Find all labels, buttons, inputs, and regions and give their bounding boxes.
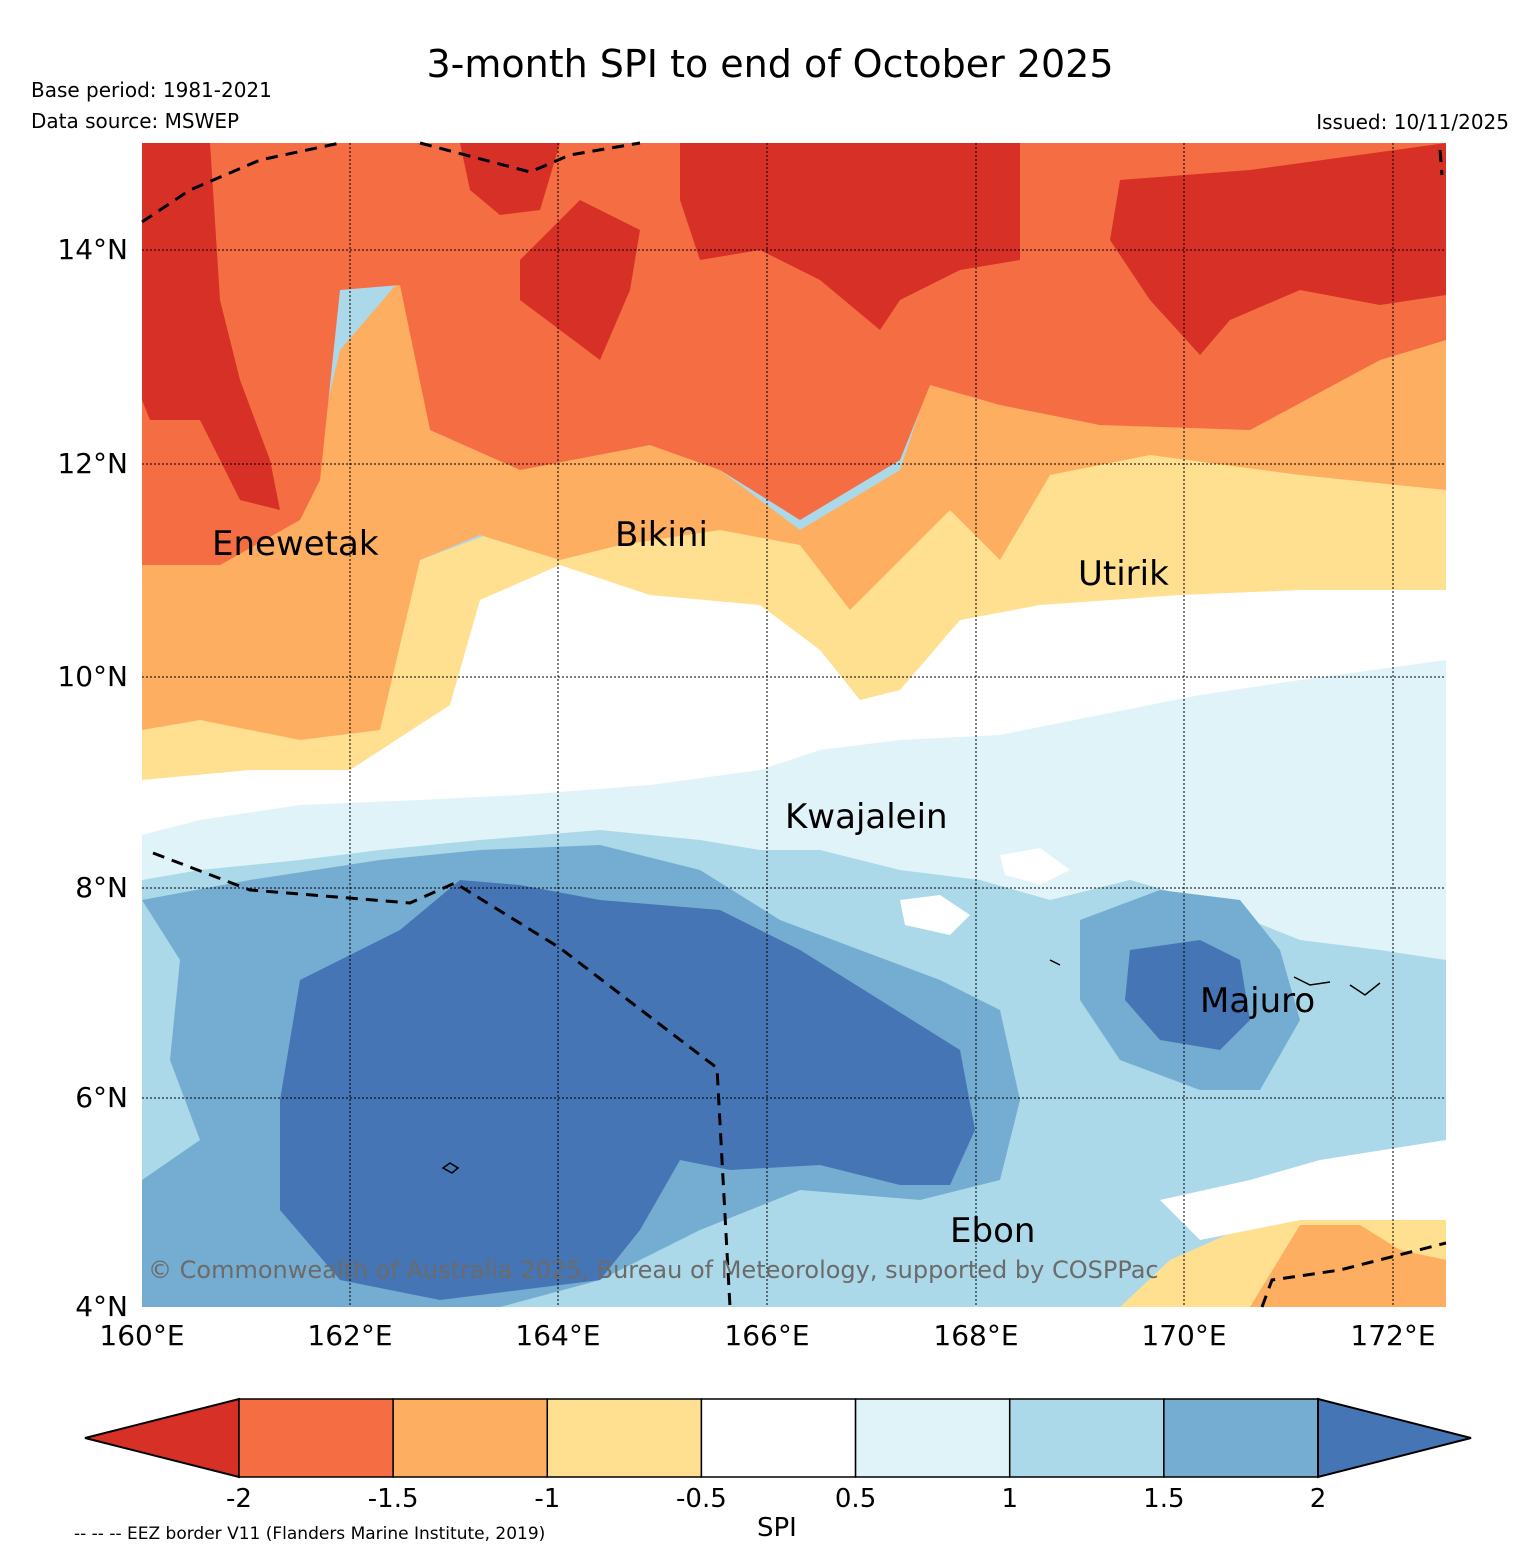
issued-date: Issued: 10/11/2025 xyxy=(1316,110,1509,134)
data-source: Data source: MSWEP xyxy=(31,109,240,133)
lat-tick-14: 14°N xyxy=(57,233,128,266)
base-period: Base period: 1981-2021 xyxy=(31,78,272,102)
colorbar-label: SPI xyxy=(757,1513,797,1543)
colorbar-tick: -1.5 xyxy=(368,1484,419,1514)
spi-extreme-east xyxy=(1110,143,1446,355)
colorbar-tick: -0.5 xyxy=(676,1484,727,1514)
spi-band-dry-mild xyxy=(142,450,1446,780)
lat-tick-4: 4°N xyxy=(75,1290,128,1323)
spi-normal-patch xyxy=(900,895,970,935)
spi-band-0.5-1 xyxy=(142,650,1446,960)
spi-band-normal xyxy=(142,560,1446,835)
colorbar-segments xyxy=(84,1397,1472,1479)
label-bikini: Bikini xyxy=(615,515,708,555)
spi-extreme-west xyxy=(142,143,280,510)
lon-tick-162: 162°E xyxy=(307,1319,392,1352)
lon-ticks: 160°E 162°E 164°E 166°E 168°E 170°E 172°… xyxy=(99,1319,1435,1352)
spi-normal-patch-2 xyxy=(1000,848,1070,885)
spi-se-dry-moderate xyxy=(1250,1225,1446,1307)
spi-band-dry-moderate xyxy=(142,280,1446,740)
lat-tick-10: 10°N xyxy=(57,660,128,693)
lon-tick-168: 168°E xyxy=(933,1319,1018,1352)
colorbar-segment xyxy=(1163,1398,1319,1478)
lat-tick-8: 8°N xyxy=(75,871,128,904)
label-ebon: Ebon xyxy=(950,1211,1035,1251)
graticule xyxy=(142,143,1446,1307)
spi-extreme-wet-majuro xyxy=(1125,940,1250,1050)
colorbar-tick: 1 xyxy=(1001,1484,1018,1514)
label-enewetak: Enewetak xyxy=(212,524,379,564)
lon-tick-170: 170°E xyxy=(1141,1319,1226,1352)
spi-normal-south xyxy=(1160,1140,1446,1240)
colorbar-tick: 1.5 xyxy=(1143,1484,1184,1514)
spi-map: Enewetak Bikini Utirik Kwajalein Majuro … xyxy=(57,141,1447,1352)
colorbar-tick: -2 xyxy=(226,1484,252,1514)
colorbar-ticks: -2 -1.5 -1 -0.5 0.5 1 1.5 2 xyxy=(226,1484,1326,1514)
colorbar-tick: 2 xyxy=(1310,1484,1327,1514)
lon-tick-160: 160°E xyxy=(99,1319,184,1352)
colorbar-segment xyxy=(1008,1398,1165,1478)
lon-tick-172: 172°E xyxy=(1350,1319,1435,1352)
spi-extreme-mid xyxy=(520,200,640,360)
page-title: 3-month SPI to end of October 2025 xyxy=(426,42,1114,86)
label-kwajalein: Kwajalein xyxy=(785,797,948,837)
spi-band-extreme-wet xyxy=(280,880,975,1300)
label-utirik: Utirik xyxy=(1078,554,1169,594)
colorbar-tick: 0.5 xyxy=(835,1484,876,1514)
colorbar-segment xyxy=(854,1398,1011,1478)
copyright-text: © Commonwealth of Australia 2025, Bureau… xyxy=(148,1256,1159,1284)
label-majuro: Majuro xyxy=(1200,981,1315,1021)
colorbar-tick: -1 xyxy=(534,1484,560,1514)
eez-note: -- -- -- EEZ border V11 (Flanders Marine… xyxy=(74,1524,546,1544)
colorbar-segment xyxy=(392,1398,549,1478)
colorbar-arrow-low xyxy=(84,1397,240,1479)
lat-ticks: 14°N 12°N 10°N 8°N 6°N 4°N xyxy=(57,233,128,1323)
colorbar-segment xyxy=(238,1398,394,1478)
spi-field xyxy=(142,143,1446,1307)
lat-tick-12: 12°N xyxy=(57,447,128,480)
colorbar-segment xyxy=(700,1398,857,1478)
spi-extreme-north xyxy=(680,143,1020,330)
colorbar-arrow-high xyxy=(1317,1397,1472,1479)
lon-tick-164: 164°E xyxy=(515,1319,600,1352)
atoll-outlines xyxy=(441,959,1381,1174)
lon-tick-166: 166°E xyxy=(724,1319,809,1352)
lat-tick-6: 6°N xyxy=(75,1081,128,1114)
eez-border xyxy=(141,141,1447,1308)
colorbar-segment xyxy=(546,1398,703,1478)
